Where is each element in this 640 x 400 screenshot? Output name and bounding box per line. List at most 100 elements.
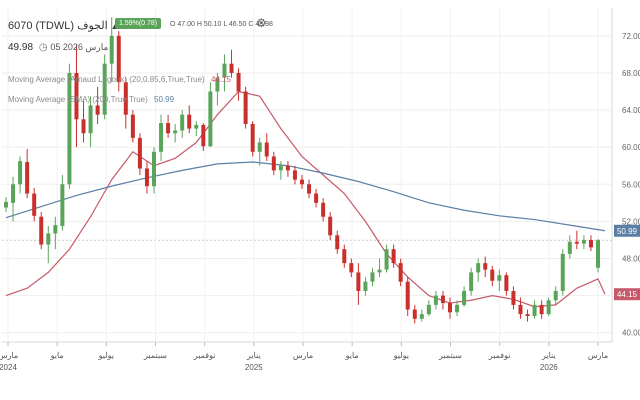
candle: [546, 297, 551, 317]
candle: [4, 197, 8, 213]
candles: [4, 17, 600, 324]
candle: [476, 258, 481, 282]
candle-body: [518, 304, 523, 315]
candle: [518, 297, 523, 319]
candle: [25, 149, 30, 199]
candle: [490, 265, 495, 287]
candle: [567, 235, 572, 259]
candle-body: [180, 114, 185, 131]
candle: [462, 286, 467, 307]
candle-body: [490, 269, 495, 281]
sma-line: [5, 161, 606, 232]
candle: [39, 212, 44, 250]
candle-body: [307, 184, 312, 194]
candle-body: [455, 304, 460, 313]
y-tick-label: 60.00: [622, 143, 640, 152]
candle: [130, 110, 135, 143]
candle: [264, 133, 269, 162]
candle-body: [222, 63, 227, 78]
candle-body: [321, 202, 326, 217]
candle: [208, 82, 213, 148]
candle-body: [462, 290, 467, 305]
candle-body: [278, 165, 283, 171]
grid: [2, 8, 613, 343]
candle-body: [166, 123, 171, 134]
alma-tag-text: 44.15: [617, 290, 638, 299]
candle: [581, 235, 586, 250]
candle-body: [476, 263, 481, 273]
candle-body: [229, 63, 234, 73]
x-tick-label: نوفمبر: [488, 351, 511, 360]
candle-body: [194, 124, 199, 129]
alma-line: [5, 90, 606, 308]
indicator-sma-label: Moving Average (SMA) (200,True,True): [8, 95, 148, 104]
candle: [440, 290, 445, 310]
moving-average-lines: [5, 90, 606, 308]
candle-body: [448, 303, 452, 313]
candle-body: [144, 168, 149, 187]
candle-body: [588, 239, 593, 248]
x-tick-label: يناير: [246, 351, 261, 360]
candle-body: [391, 249, 396, 264]
change-badge: 1.59%(0.78): [115, 18, 162, 29]
candle: [412, 304, 417, 324]
candle: [356, 263, 361, 305]
indicator-alma[interactable]: Moving Average (Arnaud Legoux) (20,0.85,…: [8, 75, 231, 84]
candle: [553, 286, 558, 305]
settings-button[interactable]: ⚙: [256, 16, 267, 30]
x-axis: مارس 2024 مايو يوليو سبتمبر نوفمبر يناير 2025 ما…: [0, 342, 608, 372]
candle: [46, 226, 51, 264]
candle: [11, 176, 16, 222]
candle: [144, 161, 149, 194]
indicator-sma[interactable]: Moving Average (SMA) (200,True,True) 50.…: [8, 95, 174, 104]
candle-body: [123, 82, 128, 115]
y-tick-label: 48.00: [622, 255, 640, 264]
y-tick-label: 56.00: [622, 180, 640, 189]
up-arrow-icon: ▲: [111, 22, 119, 31]
candle-body: [271, 156, 276, 171]
candle: [53, 216, 58, 250]
candle: [335, 230, 340, 254]
candle: [588, 235, 593, 252]
x-tick-label: مارس: [293, 351, 313, 360]
candle: [95, 86, 100, 124]
candle: [574, 230, 579, 250]
candle-body: [243, 91, 248, 124]
candle: [469, 267, 474, 296]
x-tick-label: نوفمبر: [193, 351, 216, 360]
gear-icon: ⚙: [256, 16, 267, 30]
last-date: 05 مارس 2026: [50, 42, 109, 52]
candle: [370, 267, 375, 287]
candle-body: [152, 151, 156, 187]
indicator-sma-value: 50.99: [154, 95, 175, 104]
candle: [187, 105, 192, 134]
candle-body: [511, 290, 516, 305]
candle-body: [264, 142, 269, 157]
candle: [215, 72, 220, 106]
candle-body: [433, 295, 438, 305]
candle-body: [370, 272, 375, 282]
candle-body: [596, 240, 600, 268]
candle: [363, 277, 368, 296]
candle: [109, 17, 114, 83]
candle-body: [74, 72, 79, 120]
candle-body: [483, 263, 488, 270]
y-tick-label: 40.00: [622, 329, 640, 338]
candle: [278, 161, 283, 180]
candle-body: [553, 290, 558, 301]
candle: [292, 165, 297, 185]
candle: [307, 179, 312, 199]
y-tick-label: 64.00: [622, 106, 640, 115]
candle: [314, 188, 319, 208]
candle-body: [285, 165, 290, 171]
candle: [88, 96, 93, 148]
candle-body: [159, 123, 164, 152]
candle: [102, 54, 107, 120]
candle-body: [130, 114, 135, 138]
candle-body: [4, 201, 8, 208]
indicator-alma-label: Moving Average (Arnaud Legoux) (20,0.85,…: [8, 75, 205, 84]
symbol-code: 6070 (TDWL): [8, 20, 75, 32]
candle: [152, 147, 156, 194]
x-tick-label: مايو: [345, 351, 359, 360]
